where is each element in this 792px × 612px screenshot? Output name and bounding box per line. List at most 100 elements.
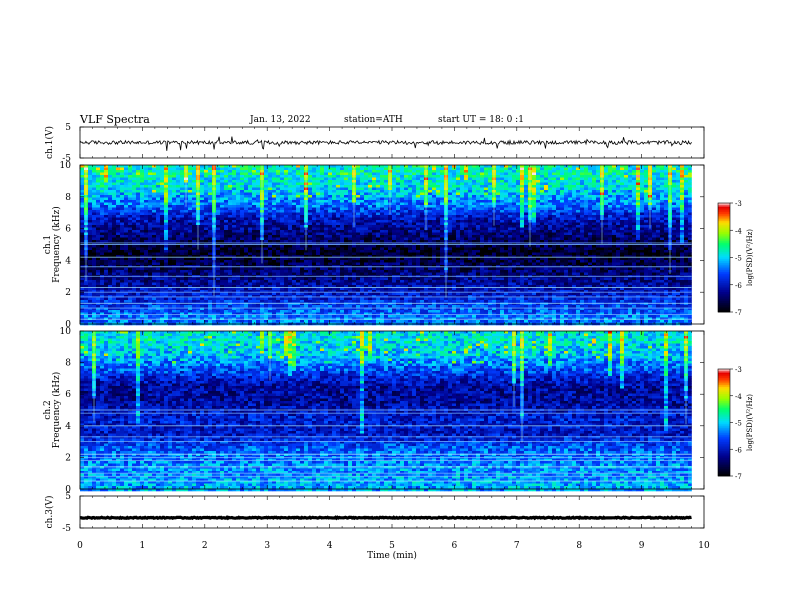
ch2-spectrogram-ytick-label: 0 <box>65 485 71 495</box>
ch1-spectrogram-colorbar-cell <box>718 252 730 255</box>
ch2-spectrogram-colorbar-cell <box>718 452 730 455</box>
ch1-spectrogram-colorbar-tick-label: -3 <box>735 200 742 208</box>
ch1-spectrogram-colorbar-cell <box>718 228 730 231</box>
ch2-spectrogram-ylabel: Frequency (kHz) <box>51 372 62 449</box>
ch1-spectrogram-colorbar-cell <box>718 206 730 209</box>
ch2-spectrogram-cells <box>80 331 692 492</box>
ch2-spectrogram-colorbar-cell <box>718 390 730 393</box>
ch2-spectrogram-colorbar-cell <box>718 474 730 477</box>
ch1-spectrogram-colorbar-cell <box>718 232 730 235</box>
ch1-spectrogram-cells <box>80 165 692 326</box>
ch1-spectrogram-colorbar-cell <box>718 301 730 304</box>
ch2-spectrogram-colorbar-cell <box>718 468 730 472</box>
ch1-spectrogram-colorbar-cell <box>718 264 730 267</box>
ch2-spectrogram-colorbar-cell <box>718 397 730 400</box>
ch1-spectrogram-colorbar-cell <box>718 290 730 293</box>
ch1-spectrogram-colorbar-tick-label: -4 <box>735 227 742 235</box>
ch2-spectrogram-colorbar-tick-label: -6 <box>735 446 742 454</box>
ch1-spectrogram-colorbar-cell <box>718 273 730 277</box>
ch2-spectrogram-colorbar-cell <box>718 433 730 436</box>
ch1-spectrogram-colorbar-cell <box>718 281 730 284</box>
ch1-spectrogram-colorbar-cell <box>718 306 730 309</box>
ch1-spectrogram-colorbar-cell <box>718 212 730 215</box>
ch2-spectrogram-ytick-label: 4 <box>65 422 71 432</box>
date-label: Jan. 13, 2022 <box>250 115 311 125</box>
ch1-spectrogram-colorbar-cell <box>718 268 730 271</box>
ch1-spectrogram-colorbar-cell <box>718 213 730 217</box>
ch2-spectrogram-colorbar-cell <box>718 374 730 377</box>
ch1-spectrogram-colorbar-cell <box>718 277 730 280</box>
x-tick-label: 7 <box>514 541 520 551</box>
ch2-spectrogram-colorbar-cell <box>718 377 730 381</box>
x-tick-label: 9 <box>639 541 645 551</box>
ch2-spectrogram-colorbar-cell <box>718 426 730 429</box>
ch2-spectrogram-colorbar-cell <box>718 459 730 463</box>
ch2-spectrogram-colorbar-cell <box>718 376 730 379</box>
ch2-spectrogram-colorbar-cell <box>718 454 730 457</box>
ch2-spectrogram-colorbar-cell <box>718 401 730 404</box>
ch2-spectrogram-colorbar-cell <box>718 383 730 386</box>
x-tick-label: 5 <box>389 541 395 551</box>
ch1-spectrogram-colorbar-tick-label: -5 <box>735 255 742 263</box>
ch1-spectrogram-colorbar-cell <box>718 208 730 211</box>
ch1-spectrogram-colorbar-cell <box>718 210 730 213</box>
ch1-spectrogram-colorbar-cell <box>718 292 730 295</box>
ch1-spectrogram-colorbar-cell <box>718 288 730 291</box>
ch2-spectrogram-colorbar-cell <box>718 472 730 475</box>
ch2-spectrogram-colorbar-cell <box>718 413 730 416</box>
ch2-spectrogram-ylabel-channel: ch.2 <box>43 400 53 419</box>
x-tick-label: 1 <box>140 541 146 551</box>
ch2-spectrogram-colorbar-cell <box>718 408 730 411</box>
ch2-spectrogram-colorbar-cell <box>718 465 730 468</box>
ch1-spectrogram-colorbar-cell <box>718 266 730 269</box>
ch2-spectrogram-colorbar-cell <box>718 470 730 473</box>
ch1-spectrogram-colorbar-cell <box>718 275 730 278</box>
ch2-spectrogram-colorbar-cell <box>718 456 730 459</box>
ch2-spectrogram-colorbar-label: log(PSD)(V²/Hz) <box>746 394 754 451</box>
ch2-spectrogram-colorbar-cell <box>718 463 730 466</box>
ch2-spectrogram-colorbar-cell <box>718 458 730 461</box>
ch1-spectrogram-colorbar-cell <box>718 297 730 300</box>
ch1-spectrogram-colorbar-label: log(PSD)(V²/Hz) <box>746 229 754 286</box>
ch2-spectrogram-colorbar-cell <box>718 399 730 402</box>
ch1-voltage-ytick-label: -5 <box>62 154 71 164</box>
ch2-spectrogram-colorbar-cell <box>718 418 730 422</box>
ch2-spectrogram-colorbar-cell <box>718 467 730 470</box>
ch1-spectrogram-colorbar-tick-label: -7 <box>735 309 742 317</box>
ch2-spectrogram-colorbar-cell <box>718 406 730 409</box>
ch1-spectrogram-ytick-label: 0 <box>65 320 71 330</box>
ch2-spectrogram-colorbar-tick-label: -7 <box>735 473 742 481</box>
ch2-spectrogram-colorbar-tick-label: -5 <box>735 420 742 428</box>
ch2-spectrogram-colorbar-cell <box>718 415 730 418</box>
x-tick-label: 6 <box>452 541 458 551</box>
ch1-spectrogram-colorbar-cell <box>718 286 730 289</box>
ch2-spectrogram-colorbar-cell <box>718 420 730 423</box>
ch2-spectrogram-colorbar-cell <box>718 385 730 388</box>
ch2-spectrogram-colorbar-cell <box>718 429 730 432</box>
ch1-spectrogram-colorbar-cell <box>718 230 730 233</box>
ch1-spectrogram-colorbar-cell <box>718 279 730 282</box>
ch2-spectrogram-colorbar-cell <box>718 422 730 425</box>
ch2-spectrogram-colorbar-cell <box>718 436 730 439</box>
ch1-spectrogram-colorbar-cell <box>718 248 730 251</box>
ch2-spectrogram-colorbar-cell <box>718 427 730 431</box>
ch1-spectrogram-colorbar-cell <box>718 217 730 220</box>
ch1-spectrogram-colorbar-cell <box>718 270 730 273</box>
ch2-spectrogram-ytick-label: 8 <box>65 359 71 369</box>
ch1-spectrogram-ytick-label: 6 <box>65 225 71 235</box>
chart-title: VLF Spectra <box>80 113 150 126</box>
station-label: station=ATH <box>344 115 403 125</box>
ch1-spectrogram-colorbar-cell <box>718 221 730 224</box>
ch2-spectrogram-ytick-label: 6 <box>65 390 71 400</box>
ch1-spectrogram-colorbar-cell <box>718 233 730 237</box>
ch2-spectrogram-colorbar-cell <box>718 402 730 406</box>
ch1-spectrogram-colorbar-cell <box>718 246 730 249</box>
ch1-spectrogram-colorbar-cell <box>718 293 730 297</box>
ch1-spectrogram-colorbar-cell <box>718 250 730 253</box>
ch2-spectrogram-colorbar-cell <box>718 449 730 452</box>
ch2-spectrogram-colorbar-cell <box>718 424 730 427</box>
ch1-spectrogram-colorbar-cell <box>718 310 730 313</box>
ch2-spectrogram-colorbar-cell <box>718 369 730 372</box>
ch3-voltage-ytick-label: 5 <box>65 492 71 502</box>
